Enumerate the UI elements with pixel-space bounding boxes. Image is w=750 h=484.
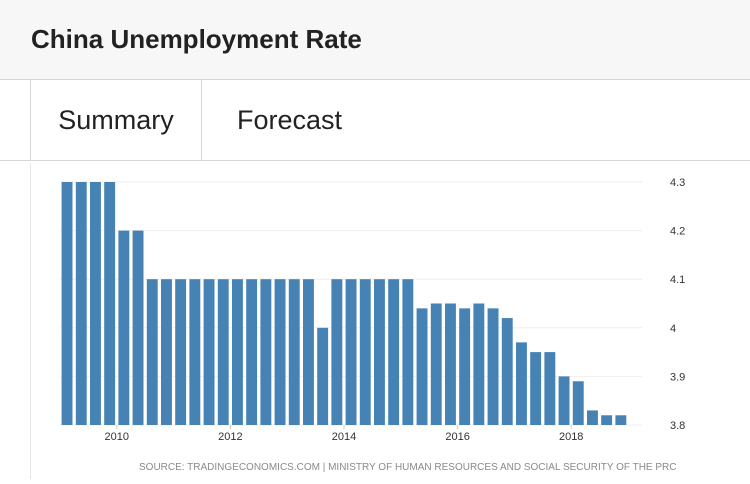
- chart-bar[interactable]: [501, 318, 513, 425]
- chart-bar[interactable]: [487, 308, 499, 425]
- y-tick-label: 4.1: [670, 274, 685, 286]
- chart-bar[interactable]: [374, 279, 385, 425]
- x-tick-label: 2012: [218, 431, 242, 443]
- chart-bar[interactable]: [331, 279, 343, 425]
- x-tick-label: 2014: [332, 431, 356, 443]
- x-tick-label: 2018: [559, 431, 583, 443]
- chart-bar[interactable]: [416, 308, 428, 425]
- page-title: China Unemployment Rate: [31, 24, 362, 54]
- chart-bar[interactable]: [359, 279, 371, 425]
- x-tick-label: 2010: [105, 431, 129, 443]
- chart-bar[interactable]: [473, 303, 485, 426]
- chart-bar[interactable]: [260, 279, 272, 425]
- chart-bar[interactable]: [345, 279, 357, 425]
- chart-bar[interactable]: [388, 279, 400, 425]
- tab-summary[interactable]: Summary: [30, 80, 202, 160]
- tab-bar: Summary Forecast: [0, 80, 750, 161]
- chart-bar[interactable]: [288, 279, 300, 425]
- chart-bar[interactable]: [459, 308, 471, 425]
- chart-bar[interactable]: [615, 415, 627, 425]
- chart-bar[interactable]: [146, 279, 158, 425]
- chart-bar[interactable]: [516, 342, 527, 425]
- chart-bar[interactable]: [246, 279, 258, 425]
- chart-bar[interactable]: [587, 410, 598, 425]
- chart-bar[interactable]: [90, 182, 101, 425]
- chart-bar[interactable]: [189, 279, 201, 425]
- y-tick-label: 4: [670, 323, 676, 335]
- y-tick-label: 3.8: [670, 420, 685, 432]
- chart-bar[interactable]: [161, 279, 172, 425]
- chart-bar[interactable]: [61, 182, 73, 425]
- page-header: China Unemployment Rate: [0, 0, 750, 80]
- x-tick-label: 2016: [445, 431, 469, 443]
- chart-bar[interactable]: [104, 182, 116, 425]
- chart-bar[interactable]: [530, 352, 542, 425]
- chart-bar[interactable]: [217, 279, 229, 425]
- bar-chart: 4.3 4.2 4.1 4 3.9 3.8 2010 2012 2014 2016 2018 SO…: [30, 163, 685, 479]
- chart-bar[interactable]: [132, 230, 144, 425]
- chart-bar[interactable]: [118, 230, 130, 425]
- chart-bar[interactable]: [402, 279, 414, 425]
- chart-container: 4.3 4.2 4.1 4 3.9 3.8 2010 2012 2014 2016 2018 SO…: [30, 163, 720, 479]
- y-tick-label: 3.9: [670, 371, 685, 383]
- chart-source: SOURCE: TRADINGECONOMICS.COM | MINISTRY …: [139, 462, 676, 473]
- chart-bar[interactable]: [445, 303, 456, 426]
- chart-bar[interactable]: [572, 381, 584, 425]
- y-tick-label: 4.2: [670, 226, 685, 238]
- chart-bar[interactable]: [317, 327, 329, 425]
- chart-bar[interactable]: [175, 279, 187, 425]
- chart-bar[interactable]: [274, 279, 286, 425]
- y-tick-label: 4.3: [670, 177, 685, 189]
- tab-forecast[interactable]: Forecast: [236, 105, 343, 135]
- chart-bar[interactable]: [75, 182, 87, 425]
- chart-bar[interactable]: [544, 352, 556, 425]
- chart-bar[interactable]: [203, 279, 215, 425]
- chart-bar[interactable]: [232, 279, 243, 425]
- chart-bar[interactable]: [430, 303, 442, 426]
- chart-bar[interactable]: [303, 279, 314, 425]
- chart-bar[interactable]: [558, 376, 570, 425]
- chart-bar[interactable]: [601, 415, 613, 425]
